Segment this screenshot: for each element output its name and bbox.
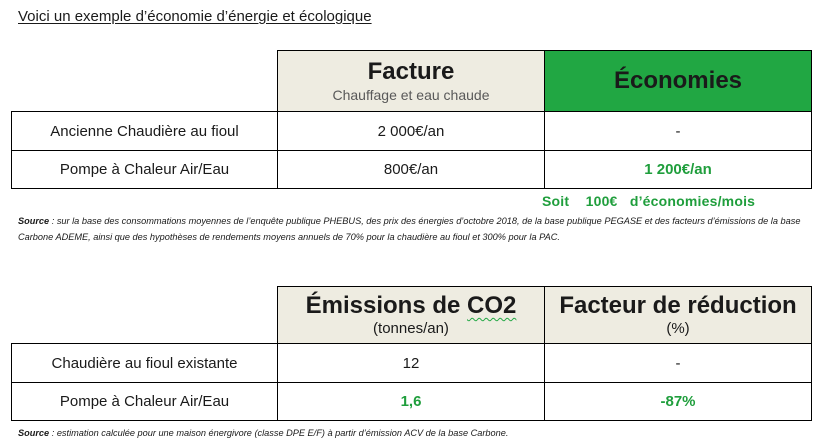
row-saving: - [544,111,812,151]
energy-savings-table: Facture Chauffage et eau chaude Économie… [11,50,812,189]
row-saving: 1 200€/an [544,150,812,189]
facture-title: Facture [367,58,455,85]
source-label: Source [18,216,50,226]
source-label: Source [18,428,50,438]
empty-header-cell [12,51,278,112]
row-label: Ancienne Chaudière au fioul [11,111,278,151]
co2-spellcheck-underline: CO2 [467,292,517,319]
emissions-title: Émissions de CO2 [278,292,544,320]
empty-header-cell [12,287,278,344]
emissions-header: Émissions de CO2 (tonnes/an) [277,286,545,344]
row-value: 2 000€/an [277,111,545,151]
reduction-header: Facteur de réduction (%) [544,286,812,344]
facture-header: Facture Chauffage et eau chaude [277,50,545,112]
reduction-title: Facteur de réduction [559,292,797,319]
source-text: : sur la base des consommations moyennes… [18,216,801,242]
row-label: Chaudière au fioul existante [11,343,278,383]
emissions-subtitle: (tonnes/an) [373,320,449,337]
facture-subtitle: Chauffage et eau chaude [332,87,490,103]
row-label: Pompe à Chaleur Air/Eau [11,382,278,421]
economies-header: Économies [544,50,812,112]
page-title: Voici un exemple d’économie d’énergie et… [18,8,372,25]
row-value: 800€/an [277,150,545,189]
source-note-1: Source : sur la base des consommations m… [18,213,808,245]
row-value: 1,6 [277,382,545,421]
monthly-savings-text: Soit 100€ d’économies/mois [542,193,756,209]
table-row: Chaudière au fioul existante 12 - [11,343,812,383]
row-label: Pompe à Chaleur Air/Eau [11,150,278,189]
source-text: : estimation calculée pour une maison én… [49,428,509,438]
table-row: Pompe à Chaleur Air/Eau 800€/an 1 200€/a… [11,150,812,189]
table-row: Ancienne Chaudière au fioul 2 000€/an - [11,111,812,151]
source-note-2: Source : estimation calculée pour une ma… [18,425,808,441]
reduction-subtitle: (%) [666,320,690,337]
row-reduction: -87% [544,382,812,421]
table-row: Pompe à Chaleur Air/Eau 1,6 -87% [11,382,812,421]
row-reduction: - [544,343,812,383]
economies-title: Économies [613,67,743,94]
row-value: 12 [277,343,545,383]
emissions-title-text: Émissions de CO2 [305,292,517,319]
co2-emissions-table: Émissions de CO2 (tonnes/an) Facteur de … [11,286,812,421]
